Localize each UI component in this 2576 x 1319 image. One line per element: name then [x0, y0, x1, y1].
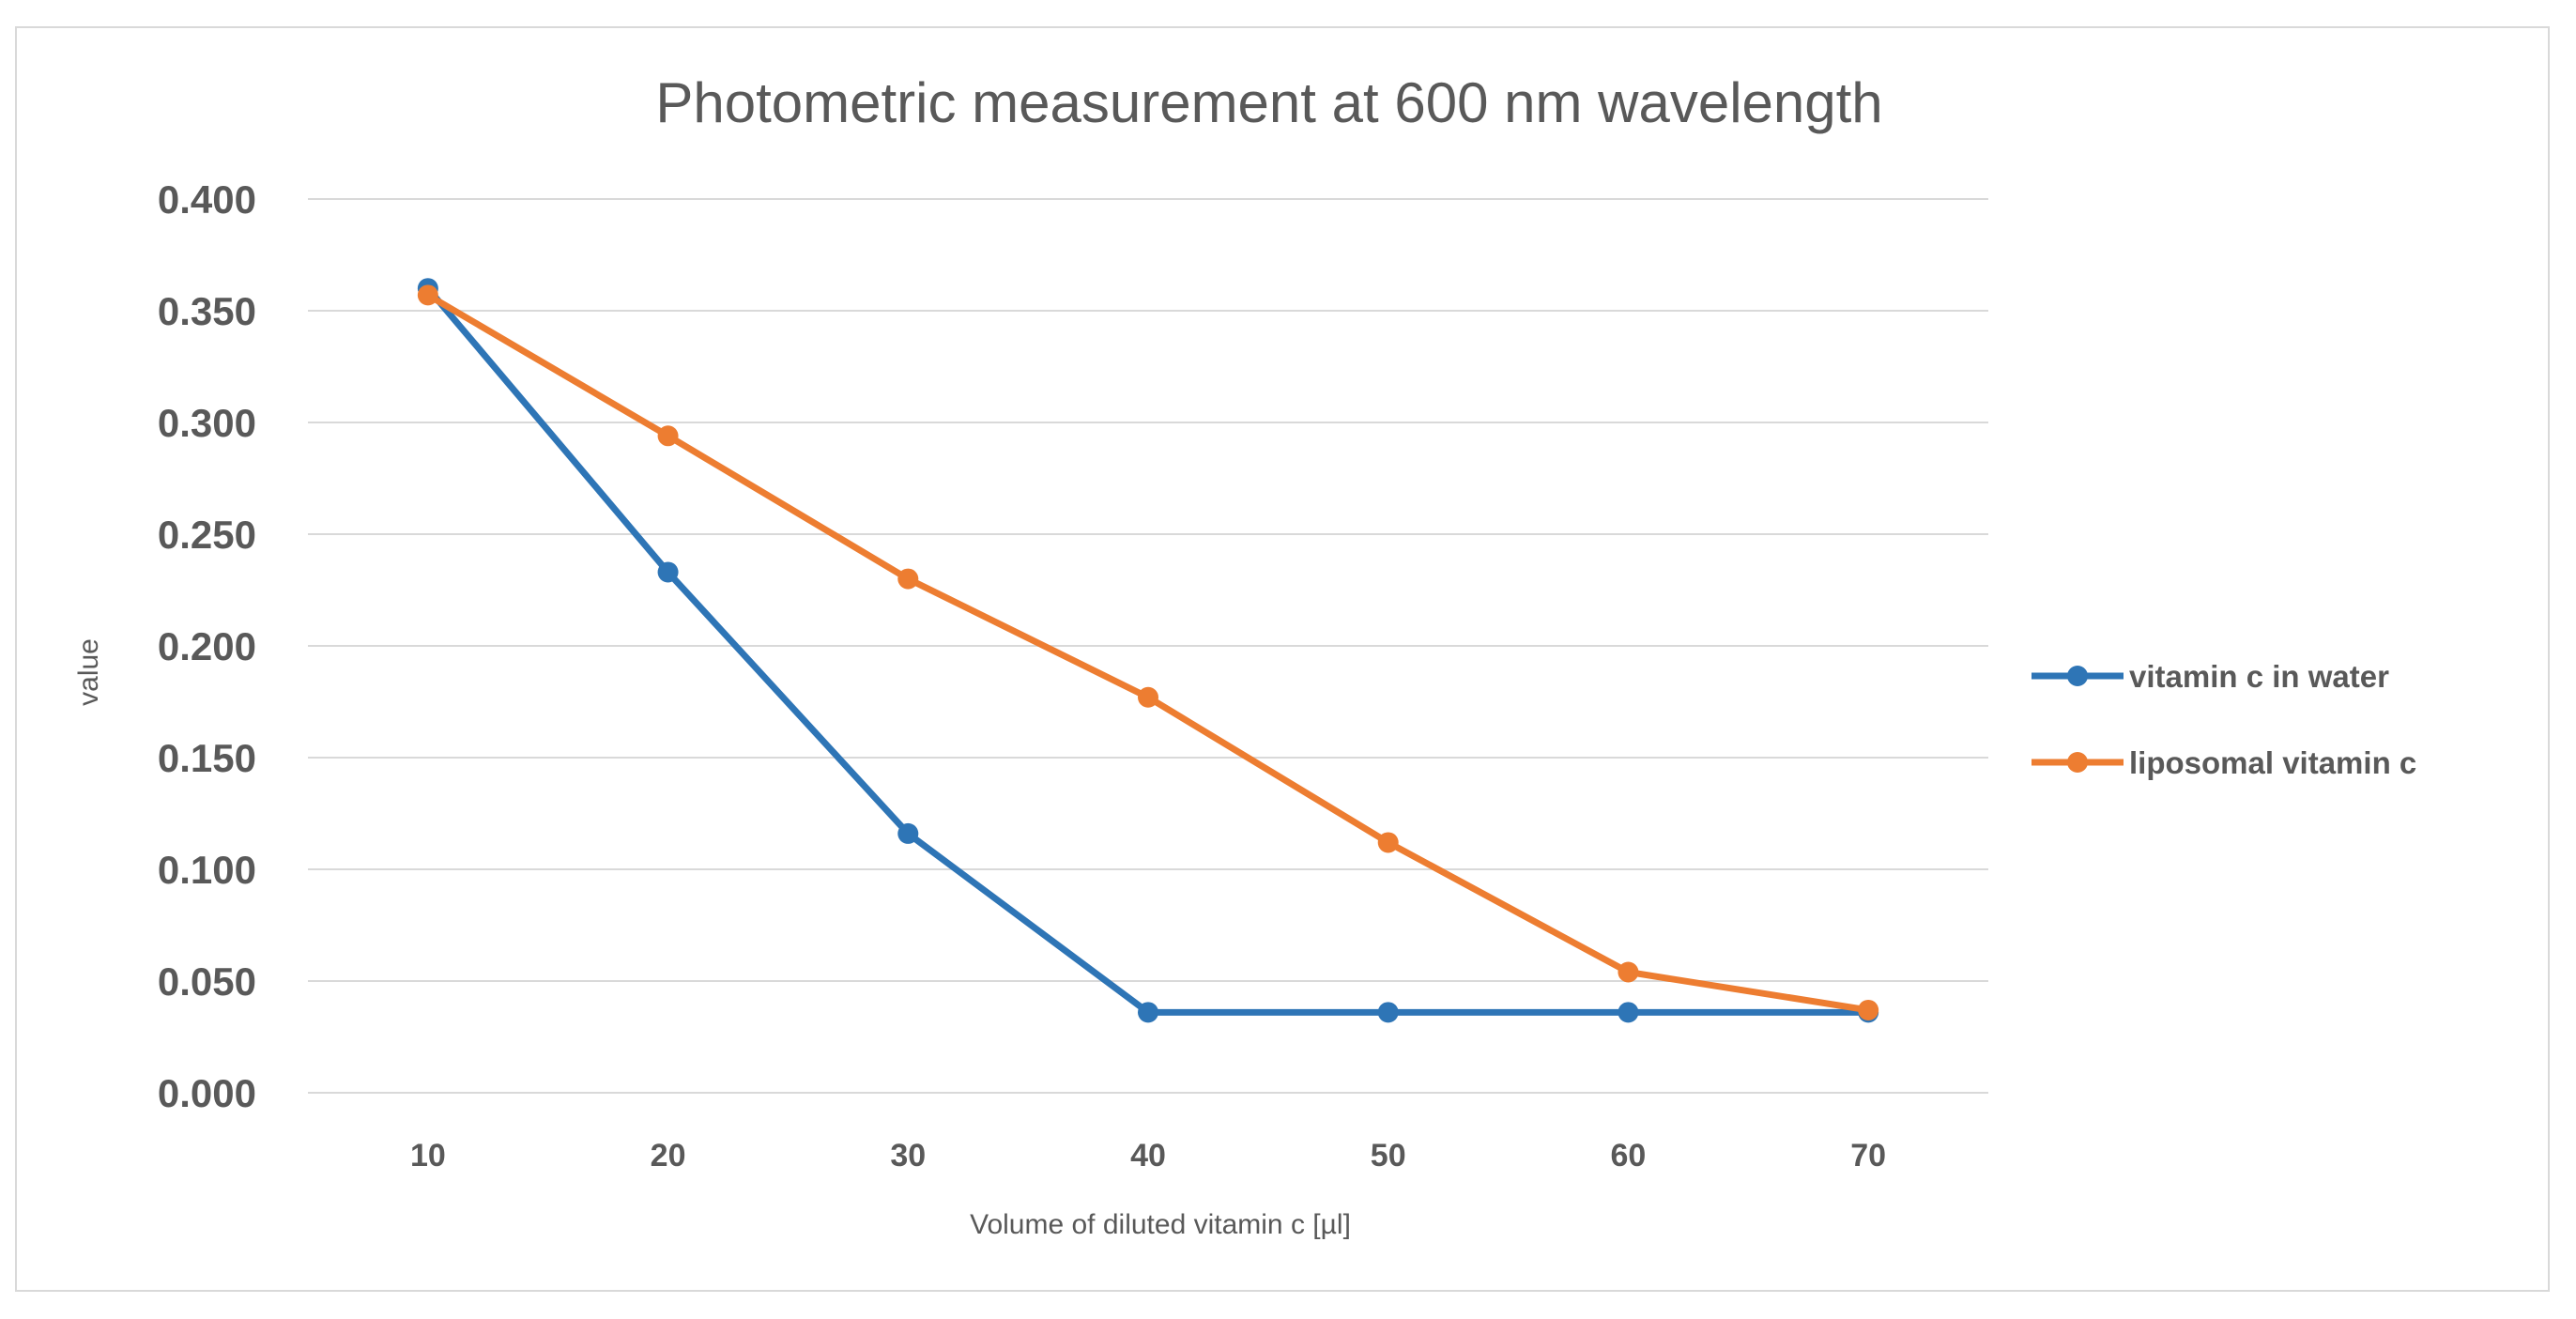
x-axis-label: Volume of diluted vitamin c [µl] — [970, 1209, 1351, 1240]
data-point — [417, 284, 438, 306]
y-tick-label: 0.050 — [158, 959, 256, 1004]
chart-svg: Photometric measurement at 600 nm wavele… — [73, 71, 2416, 1240]
x-axis-ticks: 10 20 30 40 50 60 70 — [410, 1138, 1886, 1173]
y-tick-label: 0.200 — [158, 624, 256, 668]
y-tick-label: 0.250 — [158, 513, 256, 557]
data-point — [1377, 1002, 1399, 1023]
legend-item: liposomal vitamin c — [2032, 745, 2416, 780]
x-tick-label: 60 — [1611, 1138, 1647, 1173]
legend-marker — [2067, 752, 2088, 773]
data-point — [1138, 686, 1158, 708]
data-point — [657, 561, 679, 583]
legend: vitamin c in water liposomal vitamin c — [2032, 659, 2416, 780]
y-axis-label: value — [73, 638, 104, 706]
data-point — [1858, 999, 1879, 1020]
data-point — [1618, 1002, 1639, 1023]
x-tick-label: 70 — [1850, 1138, 1886, 1173]
x-tick-label: 10 — [410, 1138, 446, 1173]
gridlines — [308, 198, 1988, 1094]
x-tick-label: 30 — [890, 1138, 926, 1173]
y-tick-label: 0.150 — [158, 736, 256, 780]
legend-item: vitamin c in water — [2032, 659, 2389, 694]
series-line — [424, 284, 1872, 1016]
x-tick-label: 40 — [1130, 1138, 1166, 1173]
x-tick-label: 20 — [651, 1138, 686, 1173]
data-point — [1138, 1002, 1158, 1023]
chart-container: Photometric measurement at 600 nm wavele… — [15, 26, 2550, 1292]
x-tick-label: 50 — [1371, 1138, 1406, 1173]
data-point — [657, 425, 679, 447]
y-tick-label: 0.000 — [158, 1071, 256, 1115]
y-tick-label: 0.350 — [158, 289, 256, 333]
y-tick-label: 0.400 — [158, 177, 256, 222]
y-tick-label: 0.300 — [158, 401, 256, 445]
series-2 — [417, 284, 1879, 1020]
data-point — [1377, 832, 1399, 853]
legend-label: liposomal vitamin c — [2129, 745, 2416, 780]
data-point — [897, 822, 919, 844]
data-point — [897, 568, 919, 590]
data-point — [1618, 961, 1639, 983]
series-1 — [417, 278, 1879, 1023]
chart-title: Photometric measurement at 600 nm wavele… — [655, 71, 1882, 134]
y-tick-label: 0.100 — [158, 848, 256, 892]
series-line — [424, 291, 1872, 1014]
series-lines — [417, 278, 1879, 1023]
legend-label: vitamin c in water — [2129, 659, 2389, 694]
legend-marker — [2067, 666, 2088, 686]
y-axis-ticks: 0.000 0.050 0.100 0.150 0.200 0.250 0.300 0.350… — [158, 177, 256, 1115]
